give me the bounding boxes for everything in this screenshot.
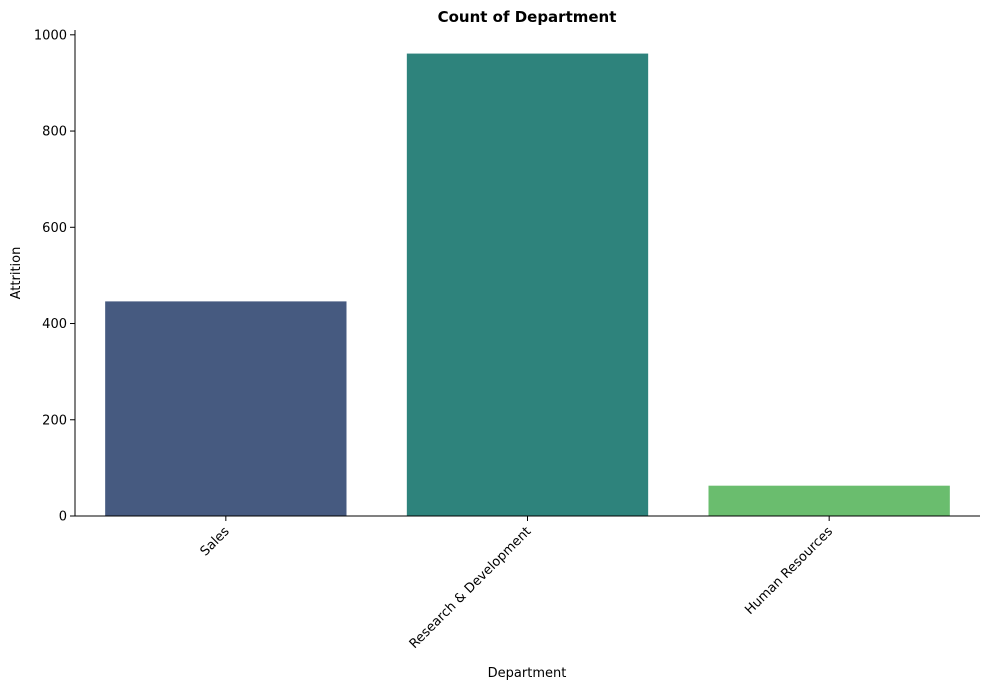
bar-human-resources (708, 485, 950, 516)
y-tick-label: 600 (42, 221, 67, 236)
x-tick-label: Sales (198, 524, 233, 559)
chart-title: Count of Department (438, 8, 617, 26)
y-axis-label: Attrition (9, 247, 24, 300)
x-axis: Sales Research & Development Human Resourc… (75, 515, 980, 652)
y-tick-label: 0 (59, 510, 67, 525)
y-tick-label: 1000 (34, 28, 67, 43)
x-axis-label: Department (488, 666, 567, 681)
y-axis: 0 200 400 600 800 1000 (34, 28, 76, 525)
y-tick-label: 400 (42, 317, 67, 332)
x-tick-label: Human Resources (742, 524, 836, 618)
y-tick-label: 800 (42, 125, 67, 140)
x-tick-label: Research & Development (407, 524, 535, 652)
bar-sales (105, 301, 347, 516)
y-tick-label: 200 (42, 413, 67, 428)
bars-layer (105, 53, 950, 516)
bar-research-development (406, 53, 649, 516)
